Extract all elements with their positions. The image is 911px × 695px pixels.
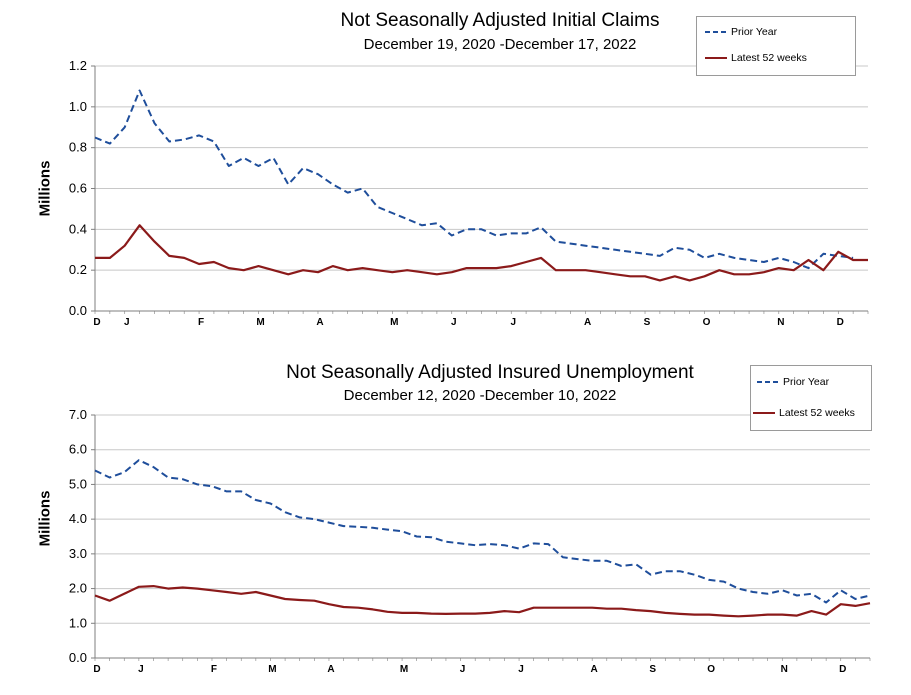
legend-label: Prior Year	[731, 26, 778, 38]
x-tick-label: A	[584, 317, 591, 328]
legend-item-latest-52-weeks: Latest 52 weeks	[705, 52, 807, 64]
legend-label: Prior Year	[783, 376, 830, 388]
y-tick-label: 0.0	[69, 303, 87, 318]
chart-subtitle: December 19, 2020 -December 17, 2022	[363, 36, 637, 53]
x-tick-label: J	[518, 664, 524, 675]
x-tick-label: A	[316, 317, 323, 328]
x-tick-label: D	[93, 317, 100, 328]
x-tick-label: M	[268, 664, 276, 675]
series-line-prior-year	[94, 89, 854, 270]
y-tick-label: 1.0	[69, 99, 87, 114]
x-tick-label: F	[198, 317, 204, 328]
x-tick-label: J	[451, 317, 457, 328]
chart-legend: Prior Year Latest 52 weeks	[750, 365, 872, 431]
x-tick-label: F	[211, 664, 217, 675]
x-tick-label: M	[256, 317, 264, 328]
series-line-latest-52-weeks	[94, 585, 871, 618]
y-tick-label: 6.0	[69, 442, 87, 457]
y-tick-label: 5.0	[69, 476, 87, 491]
legend-item-prior-year: Prior Year	[705, 26, 777, 38]
y-tick-label: 2.0	[69, 581, 87, 596]
y-tick-label: 0.8	[69, 140, 87, 155]
y-tick-label: 0.6	[69, 181, 87, 196]
chart-subtitle: December 12, 2020 -December 10, 2022	[343, 387, 617, 404]
x-tick-label: D	[93, 664, 100, 675]
chart-title: Not Seasonally Adjusted Insured Unemploy…	[286, 362, 694, 383]
y-tick-label: 0.2	[69, 262, 87, 277]
y-tick-label: 1.0	[69, 615, 87, 630]
chart-legend: Prior Year Latest 52 weeks	[696, 16, 856, 76]
x-tick-label: J	[510, 317, 516, 328]
insured-unemployment-chart: Not Seasonally Adjusted Insured Unemploy…	[0, 345, 911, 695]
chart-title: Not Seasonally Adjusted Initial Claims	[340, 10, 660, 31]
x-tick-label: O	[703, 317, 711, 328]
x-tick-label: D	[837, 317, 844, 328]
y-tick-label: 3.0	[69, 546, 87, 561]
x-tick-label: S	[644, 317, 651, 328]
x-tick-label: M	[400, 664, 408, 675]
x-tick-label: N	[781, 664, 788, 675]
x-tick-label: J	[138, 664, 144, 675]
y-tick-label: 0.0	[69, 650, 87, 665]
legend-label: Latest 52 weeks	[779, 407, 855, 419]
x-tick-label: A	[591, 664, 598, 675]
insured-unemployment-plot: 0.0 1.0 2.0 3.0 4.0 5.0 6.0 7.0 D J F M A M J J A S O N D	[69, 407, 871, 675]
y-tick-label: 4.0	[69, 511, 87, 526]
dashed-line-swatch-icon	[705, 31, 727, 33]
dashed-line-swatch-icon	[757, 381, 779, 383]
legend-label: Latest 52 weeks	[731, 52, 807, 64]
x-tick-label: S	[649, 664, 656, 675]
x-tick-label: A	[327, 664, 334, 675]
x-tick-label: N	[777, 317, 784, 328]
solid-line-swatch-icon	[705, 57, 727, 59]
series-line-latest-52-weeks	[95, 224, 868, 282]
y-tick-label: 0.4	[69, 221, 87, 236]
initial-claims-chart: Not Seasonally Adjusted Initial Claims D…	[0, 0, 911, 335]
solid-line-swatch-icon	[753, 412, 775, 414]
series-line-prior-year	[94, 459, 871, 604]
y-tick-label: 1.2	[69, 58, 87, 73]
x-tick-label: O	[707, 664, 715, 675]
x-tick-label: J	[124, 317, 130, 328]
legend-item-latest-52-weeks: Latest 52 weeks	[753, 407, 855, 419]
x-tick-label: D	[839, 664, 846, 675]
x-tick-label: M	[390, 317, 398, 328]
legend-item-prior-year: Prior Year	[757, 376, 829, 388]
y-tick-label: 7.0	[69, 407, 87, 422]
x-tick-label: J	[460, 664, 466, 675]
